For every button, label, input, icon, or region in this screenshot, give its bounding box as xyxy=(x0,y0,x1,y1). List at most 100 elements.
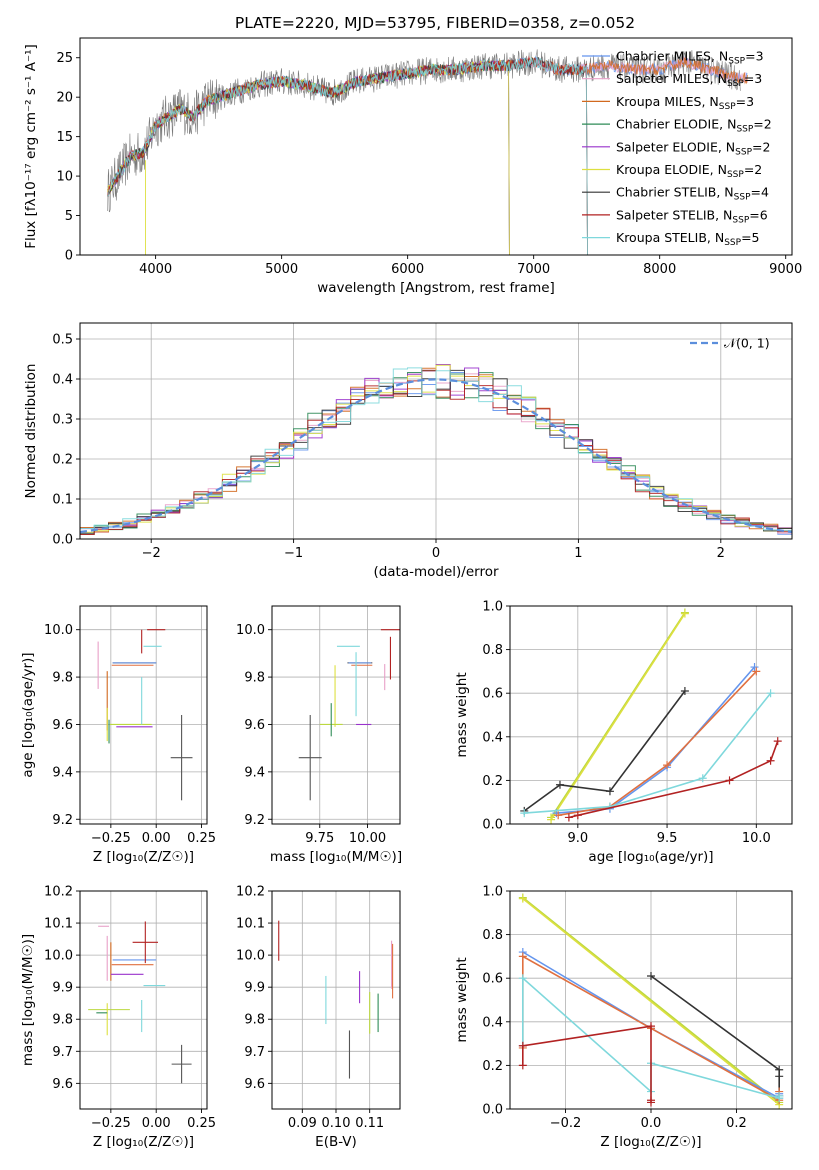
residuals-xtick-label: 2 xyxy=(717,546,725,561)
spectrum-ytick-label: 10 xyxy=(56,170,73,185)
spectrum-xtick-label: 9000 xyxy=(769,262,802,277)
mass-weight-marker xyxy=(605,787,614,796)
mass-weight-line xyxy=(568,740,779,819)
age-vs-Z-plot-area xyxy=(97,629,193,801)
mass-weight-marker xyxy=(554,811,563,820)
mass-weight-vs-Z-ytick-label: 1.0 xyxy=(482,885,503,900)
spectrum-model-line xyxy=(107,55,588,255)
mass-weight-marker xyxy=(518,1041,527,1050)
legend-entry: 𝒩(0, 1) xyxy=(724,336,770,351)
spectrum-model-line xyxy=(107,59,510,255)
mass-weight-marker xyxy=(547,815,556,824)
mass-weight-vs-age-ytick-label: 0.2 xyxy=(482,774,503,789)
mass-vs-Z-ytick-label: 10.2 xyxy=(44,885,73,900)
mass-vs-Z-xlabel: Z [log₁₀(Z/Z☉)] xyxy=(93,1134,194,1150)
residuals-ylabel: Normed distribution xyxy=(23,364,39,499)
mass-weight-marker xyxy=(518,894,527,903)
axes-frame xyxy=(79,890,208,1110)
mass-weight-vs-age-ytick-label: 0.8 xyxy=(482,643,503,658)
age-vs-mass-ytick-label: 9.2 xyxy=(244,813,265,828)
mass-weight-vs-age-xtick-label: 10.0 xyxy=(742,831,771,846)
mass-weight-marker xyxy=(775,1091,784,1100)
mass-weight-vs-age-xlabel: age [log₁₀(age/yr)] xyxy=(588,849,713,865)
age-vs-mass-ytick-label: 10.0 xyxy=(236,623,265,638)
mass-weight-marker xyxy=(520,809,529,818)
mass-weight-marker xyxy=(647,1022,655,1031)
age-vs-Z-ytick-label: 10.0 xyxy=(44,623,73,638)
age-vs-Z-ytick-label: 9.2 xyxy=(52,813,73,828)
age-vs-mass-ytick-label: 9.4 xyxy=(244,765,265,780)
axes-frame xyxy=(509,605,793,825)
mass-weight-marker xyxy=(680,609,689,618)
mass-weight-line xyxy=(524,692,772,814)
mass-weight-marker xyxy=(725,776,734,785)
mass-weight-marker xyxy=(564,813,573,822)
legend-entry: Salpeter STELIB, NSSP=6 xyxy=(616,207,768,225)
age-vs-Z-ytick-label: 9.4 xyxy=(52,765,73,780)
spectrum-ylabel: Flux [fλ10⁻¹⁷ erg cm⁻² s⁻¹ A⁻¹] xyxy=(23,44,39,249)
mass-vs-Z-xtick-label: −0.25 xyxy=(91,1116,131,1131)
mass-weight-vs-age-ytick-label: 0.4 xyxy=(482,730,503,745)
age-vs-Z-ylabel: age [log₁₀(age/yr)] xyxy=(20,652,36,777)
mass-weight-vs-Z-plot-area xyxy=(518,893,784,1109)
age-vs-mass-ytick-label: 9.8 xyxy=(244,671,265,686)
residuals-axes: −2 −1 0 1 2 0.0 0.1 0.2 0.3 0.4 0.5 (data-model)/er… xyxy=(23,322,793,580)
mass-weight-vs-Z-xlabel: Z [log₁₀(Z/Z☉)] xyxy=(600,1134,701,1150)
mass-weight-marker xyxy=(573,811,582,820)
mass-weight-vs-Z-ytick-label: 0.2 xyxy=(482,1059,503,1074)
mass-vs-EBV-xtick-label: 0.11 xyxy=(355,1116,384,1131)
age-vs-mass-xtick-label: 9.75 xyxy=(305,831,334,846)
mass-weight-marker xyxy=(647,972,655,981)
mass-weight-line xyxy=(522,896,780,1104)
mass-weight-vs-age-ytick-label: 1.0 xyxy=(482,600,503,615)
mass-weight-line xyxy=(550,613,686,821)
residuals-plot-area xyxy=(80,364,792,535)
mass-weight-line xyxy=(522,897,780,1106)
mass-weight-vs-age-axes: 9.0 9.5 10.0 0.0 0.2 0.4 0.6 0.8 1.0 age [log₁₀(a… xyxy=(454,600,793,865)
age-vs-Z-xtick-label: −0.25 xyxy=(91,831,131,846)
legend-entry: Chabrier STELIB, NSSP=4 xyxy=(616,185,769,203)
mass-vs-EBV-ytick-label: 10.2 xyxy=(236,885,265,900)
mass-weight-vs-age-plot-area xyxy=(520,608,782,824)
legend-entry: Chabrier MILES, NSSP=3 xyxy=(616,49,764,67)
mass-vs-EBV-ytick-label: 9.6 xyxy=(244,1077,265,1092)
mass-weight-marker xyxy=(663,761,672,770)
mass-vs-Z-ytick-label: 9.9 xyxy=(52,981,73,996)
mass-weight-vs-Z-ytick-label: 0.0 xyxy=(482,1103,503,1118)
mass-vs-EBV-ytick-label: 10.0 xyxy=(236,949,265,964)
legend-entry: Kroupa ELODIE, NSSP=2 xyxy=(616,162,762,180)
residuals-xlabel: (data-model)/error xyxy=(373,564,499,580)
mass-vs-EBV-ytick-label: 9.7 xyxy=(244,1045,265,1060)
axes-frame xyxy=(79,605,208,825)
mass-vs-Z-xtick-label: 0.25 xyxy=(187,1116,216,1131)
mass-vs-EBV-xlabel: E(B-V) xyxy=(315,1134,357,1150)
residuals-xtick-label: −1 xyxy=(284,546,303,561)
mass-weight-marker xyxy=(766,756,775,765)
spectrum-ytick-label: 25 xyxy=(56,51,73,66)
mass-weight-vs-age-ytick-label: 0.0 xyxy=(482,818,503,833)
legend-entry: Salpeter ELODIE, NSSP=2 xyxy=(616,139,770,157)
mass-vs-Z-xtick-label: 0.00 xyxy=(142,1116,171,1131)
spectrum-plot-area xyxy=(107,49,748,255)
residuals-xtick-label: 0 xyxy=(432,546,440,561)
mass-vs-EBV-xtick-label: 0.09 xyxy=(288,1116,317,1131)
axes-frame xyxy=(79,322,793,540)
age-vs-Z-xtick-label: 0.00 xyxy=(142,831,171,846)
mass-weight-line xyxy=(521,1025,652,1103)
residuals-xtick-label: −2 xyxy=(142,546,161,561)
residuals-ytick-label: 0.3 xyxy=(52,413,73,428)
mass-weight-marker xyxy=(518,974,527,983)
mass-weight-vs-Z-ytick-label: 0.6 xyxy=(482,972,503,987)
mass-weight-vs-age-xtick-label: 9.0 xyxy=(567,831,588,846)
normal-curve xyxy=(80,378,792,534)
mass-weight-marker xyxy=(752,667,761,676)
spectrum-xtick-label: 5000 xyxy=(265,262,298,277)
mass-weight-vs-Z-xtick-label: 0.0 xyxy=(641,1116,662,1131)
mass-weight-marker xyxy=(773,737,782,746)
axes-frame xyxy=(509,890,793,1110)
mass-vs-EBV-axes: 0.09 0.10 0.11 9.6 9.7 9.8 9.9 10.0 10.1 10.2 E(B-… xyxy=(236,885,401,1150)
residuals-ytick-label: 0.0 xyxy=(52,533,73,548)
mass-weight-marker xyxy=(518,1061,527,1070)
residuals-xtick-label: 1 xyxy=(574,546,582,561)
